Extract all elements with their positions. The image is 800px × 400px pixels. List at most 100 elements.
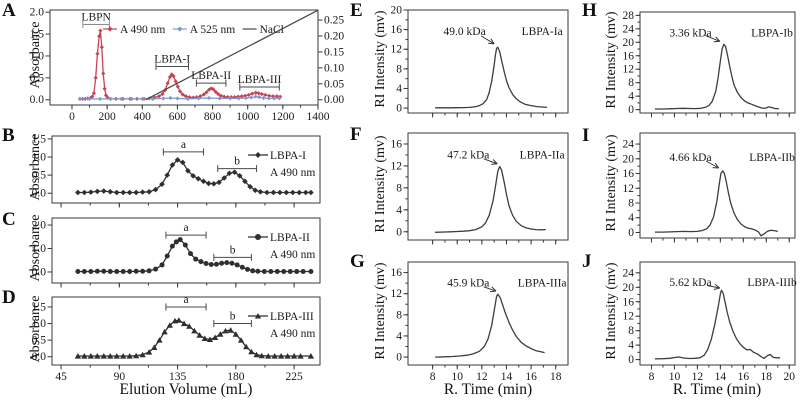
bracket-label: LBPN	[81, 11, 111, 23]
x-tick-label: 600	[169, 111, 187, 123]
x-tick-label: 20	[784, 371, 796, 383]
x-tick-label: 10	[451, 371, 463, 383]
legend-label: NaCl	[260, 24, 284, 36]
y-axis-label-j: RI Intensity (mv)	[604, 262, 619, 360]
y-tick-label: 4	[628, 91, 634, 103]
x-tick-label: 14	[501, 371, 513, 383]
y-tick-label: 24	[623, 23, 635, 35]
y-tick-label: 1.5	[32, 133, 47, 145]
bracket-label: a	[183, 294, 188, 306]
bracket-label: b	[230, 311, 236, 323]
x-tick-label: 800	[204, 111, 222, 123]
x-tick-label: 14	[715, 371, 727, 383]
sample-name-label: LBPA-IIIb	[747, 277, 797, 289]
y-axis-label-d: Absorbance	[28, 295, 43, 363]
y-tick-label: 12	[391, 288, 403, 300]
bracket-label: LBPA-I	[154, 53, 190, 65]
y-tick-label: 16	[391, 267, 403, 279]
y-tick-label: 0	[396, 103, 402, 115]
y-tick-label: 16	[623, 296, 635, 308]
legend-label: A 490 nm	[270, 328, 315, 340]
sample-name-label: LBPA-Ia	[522, 26, 563, 38]
y-tick-label: 1.5	[30, 29, 45, 41]
y-tick-label: 0	[396, 226, 402, 238]
y-tick-label: 0.5	[30, 72, 45, 84]
y-tick-label: 1.5	[32, 301, 47, 313]
y-tick-label: 8	[628, 77, 634, 89]
y-tick-label: 20	[391, 5, 403, 17]
y-tick-label: 0	[628, 104, 634, 116]
y-axis-label-i: RI Intensity (mv)	[604, 134, 619, 232]
y-tick-label: 4	[628, 340, 634, 352]
peak-mass-label: 47.2 kDa	[447, 149, 489, 161]
panel-letter-h: H	[582, 0, 597, 21]
x-tick-label: 16	[738, 371, 750, 383]
bracket-b: b	[213, 244, 252, 261]
series-LBPA-IIIa	[435, 293, 545, 358]
bracket-label: a	[183, 222, 188, 234]
sample-name-label: LBPA-IIIa	[518, 278, 567, 290]
x-tick-label: 12	[692, 371, 704, 383]
panel-d-chart: 45 90 135 180 225 0.0 0.5 1.0 1.5 a b LBPA-III A 490…	[32, 294, 321, 383]
annotations: 4.66 kDa LBPA-IIb	[669, 152, 795, 169]
x-tick-label: 45	[55, 371, 67, 383]
x-tick-label: 1200	[271, 111, 294, 123]
bracket-LBPA-II: LBPA-II	[191, 70, 231, 87]
legend: A 490 nm A 525 nm NaCl	[103, 24, 284, 36]
y-tick-label: 1.0	[32, 318, 47, 330]
legend-label: LBPA-III	[270, 311, 314, 323]
y-tick-label: 16	[391, 24, 403, 36]
panel-e-chart: 0 4 8 12 16 20 49.0 kDa LBPA-Ia	[391, 5, 569, 118]
legend: LBPA-III A 490 nm	[248, 311, 315, 340]
panel-letter-c: C	[2, 209, 16, 230]
x-tick-label: 18	[761, 371, 773, 383]
panel-letter-f: F	[350, 124, 362, 145]
series-LBPA-Ib	[654, 43, 779, 110]
series-LBPA-IIb	[654, 170, 778, 237]
peak-mass-label: 5.62 kDa	[669, 277, 711, 289]
sample-name-label: LBPA-IIb	[749, 152, 795, 164]
legend-label: A 525 nm	[190, 24, 235, 36]
panel-letter-j: J	[582, 251, 592, 272]
annotations: 45.9 kDa LBPA-IIIa	[447, 278, 567, 293]
y-tick-label: 0.0	[32, 266, 47, 278]
x-tick-label: 12	[476, 371, 488, 383]
panel-g-chart: 8 10 12 14 16 18 0 4 8 12 16 45.9 kDa LBPA-IIIa	[391, 261, 569, 383]
right-tick-label: 0.15	[324, 46, 344, 58]
bracket-a: a	[165, 294, 207, 311]
y-tick-label: 2.0	[30, 7, 45, 19]
x-tick-label: 8	[649, 371, 655, 383]
x-tick-label: 90	[114, 371, 126, 383]
x-tick-label: 0	[69, 111, 75, 123]
x-tick-label: 16	[525, 371, 537, 383]
series-NaCl	[145, 9, 319, 101]
panel-c-chart: 0.0 1.0 2.0 a b LBPA-II A 490 nm	[32, 217, 321, 288]
bracket-LBPA-I: LBPA-I	[154, 53, 190, 70]
annotations: 47.2 kDa LBPA-IIa	[447, 149, 565, 165]
y-tick-label: 1.0	[32, 152, 47, 164]
x-tick-label: 225	[285, 371, 303, 383]
y-tick-label: 24	[623, 267, 635, 279]
y-tick-label: 4	[396, 83, 402, 95]
x-axis-title-j: R. Time (min)	[672, 381, 762, 398]
panel-f-chart: 0 4 8 12 16 47.2 kDa LBPA-IIa	[391, 132, 569, 245]
sample-name-label: LBPA-Ib	[751, 27, 793, 39]
x-tick-label: 8	[430, 371, 436, 383]
legend-label: LBPA-I	[270, 150, 306, 162]
y-tick-label: 1.0	[32, 243, 47, 255]
right-tick-label: 0.00	[324, 94, 344, 106]
panel-letter-i: I	[582, 125, 590, 146]
x-tick-label: 1400	[307, 111, 330, 123]
panel-i-chart: 0 4 8 12 16 20 24 4.66 kDa LBPA-IIb	[623, 132, 796, 243]
x-tick-label: 200	[98, 111, 116, 123]
y-tick-label: 8	[396, 182, 402, 194]
y-tick-label: 4	[396, 330, 402, 342]
y-tick-label: 12	[391, 160, 403, 172]
y-tick-label: 1.0	[30, 50, 45, 62]
y-tick-label: 12	[623, 311, 635, 323]
x-tick-label: 400	[134, 111, 152, 123]
y-tick-label: 0	[628, 354, 634, 366]
panel-a-chart: 0 200 400 600 800 1000 1200 1400 0.0 0.5 1.0 1.5 2.0…	[30, 7, 345, 123]
right-tick-label: 0.20	[324, 31, 344, 43]
y-tick-label: 28	[623, 10, 635, 22]
